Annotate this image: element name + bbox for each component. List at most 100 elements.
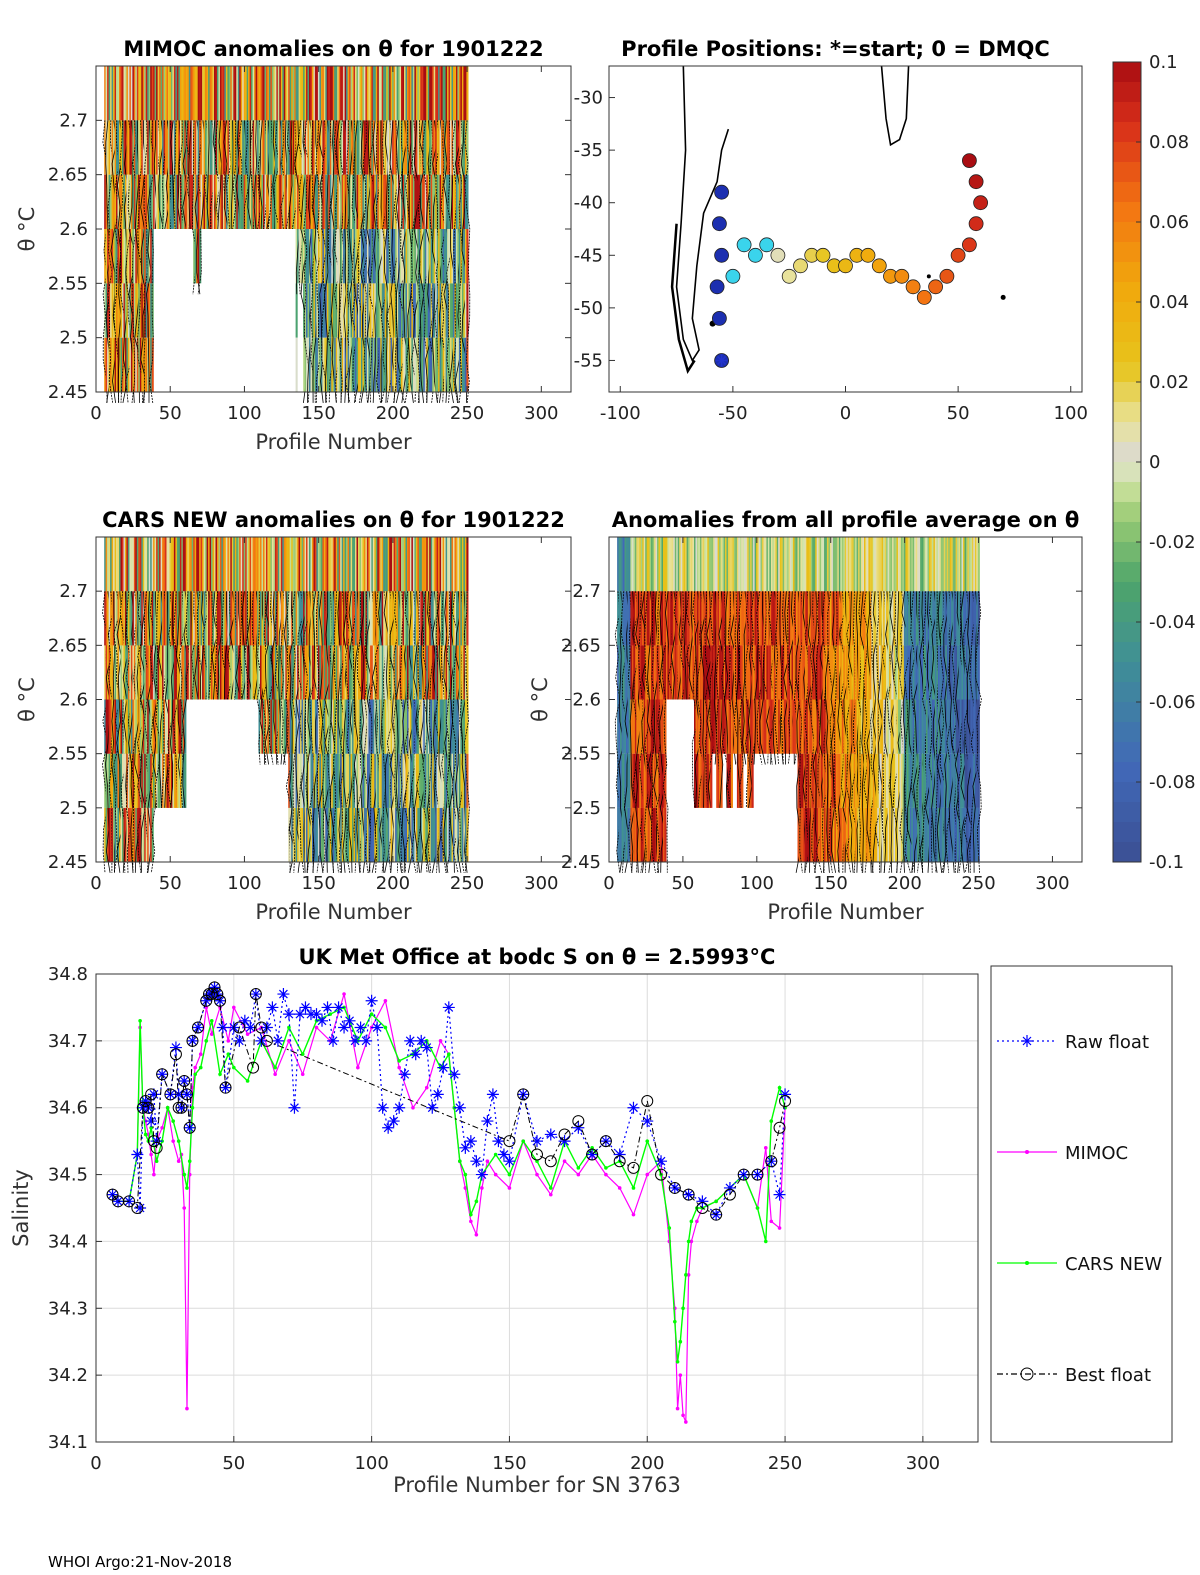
heatmap-cell [270, 66, 273, 121]
x-tick-label: 300 [524, 873, 558, 894]
heatmap-cell [864, 753, 867, 808]
heatmap-cell [297, 66, 300, 121]
heatmap-cell [129, 229, 132, 284]
heatmap-cell [973, 591, 976, 646]
heatmap-cell [230, 66, 233, 121]
heatmap-cell [827, 645, 830, 700]
heatmap-cell [456, 229, 459, 284]
x-tick-label: 0 [90, 403, 101, 424]
contour-line [262, 591, 269, 765]
heatmap-cell [261, 174, 264, 229]
heatmap-cell [417, 699, 420, 754]
x-tick-label: 150 [301, 873, 335, 894]
data-point [393, 1101, 406, 1114]
heatmap-cell [332, 753, 335, 808]
heatmap-cell [289, 537, 292, 592]
heatmap-cell [733, 537, 736, 592]
heatmap-cell [887, 645, 890, 700]
heatmap-cell [778, 537, 781, 592]
heatmap-cell [741, 537, 744, 592]
contour-line [330, 120, 337, 403]
heatmap-cell [716, 699, 719, 754]
heatmap-cell [187, 66, 190, 121]
heatmap-cell [435, 229, 438, 284]
coastline-south-america [675, 65, 730, 363]
heatmap-cell [320, 807, 323, 862]
heatmap-cell [395, 537, 398, 592]
heatmap-cell [251, 645, 254, 700]
heatmap-cell [124, 699, 127, 754]
heatmap-cell [967, 645, 970, 700]
heatmap-cell [800, 537, 803, 592]
heatmap-cell [937, 645, 940, 700]
heatmap-cell [291, 753, 294, 808]
heatmap-cell [432, 645, 435, 700]
heatmap-cell [377, 645, 380, 700]
heatmap-cell [157, 645, 160, 700]
heatmap-cell [970, 537, 973, 592]
heatmap-cell [457, 753, 460, 808]
heatmap-cell [371, 120, 374, 175]
heatmap-cell [456, 699, 459, 754]
heatmap-cell [258, 537, 261, 592]
heatmap-cell [855, 645, 858, 700]
heatmap-cell [176, 120, 179, 175]
heatmap-cell [646, 753, 649, 808]
colorbar-segment [1113, 362, 1141, 383]
heatmap-cell [294, 645, 297, 700]
track-point [712, 310, 727, 326]
heatmap-cell [151, 283, 154, 338]
heatmap-cell [754, 591, 757, 646]
heatmap-cell [260, 537, 263, 592]
colorbar-segment [1113, 682, 1141, 703]
heatmap-cell [251, 120, 254, 175]
heatmap-cell [655, 537, 658, 592]
heatmap-cell [329, 807, 332, 862]
heatmap-cell [369, 537, 372, 592]
heatmap-cell [363, 174, 366, 229]
heatmap-cell [825, 699, 828, 754]
heatmap-cell [117, 645, 120, 700]
heatmap-cell [111, 229, 114, 284]
heatmap-cell [435, 807, 438, 862]
heatmap-cell [369, 283, 372, 338]
heatmap-cell [211, 537, 214, 592]
heatmap-cell [877, 537, 880, 592]
heatmap-cell [346, 120, 349, 175]
heatmap-cell [335, 337, 338, 392]
heatmap-cell [233, 120, 236, 175]
heatmap-cell [225, 66, 228, 121]
contour-line [798, 591, 804, 873]
heatmap-cell [405, 337, 408, 392]
contour-line [214, 120, 220, 230]
heatmap-cell [865, 753, 868, 808]
heatmap-cell [914, 699, 917, 754]
heatmap-cell [699, 537, 702, 592]
heatmap-cell [332, 120, 335, 175]
heatmap-cell [159, 591, 162, 646]
heatmap-cell [445, 591, 448, 646]
heatmap-cell [175, 120, 178, 175]
heatmap-cell [258, 174, 261, 229]
contour-line [783, 591, 790, 765]
heatmap-cell [136, 807, 139, 862]
heatmap-cell [242, 174, 245, 229]
heatmap-cell [900, 591, 903, 646]
heatmap-cell [834, 807, 837, 862]
heatmap-cell [169, 120, 172, 175]
data-point [655, 1155, 668, 1168]
heatmap-cell [196, 174, 199, 229]
data-point [576, 1172, 581, 1177]
heatmap-cell [362, 537, 365, 592]
heatmap-cell [934, 645, 937, 700]
heatmap-cell [451, 283, 454, 338]
heatmap-cell [323, 229, 326, 284]
heatmap-cell [466, 120, 469, 175]
x-tick-label: 150 [814, 873, 848, 894]
heatmap-cell [618, 645, 621, 700]
heatmap-cell [105, 229, 108, 284]
contour-line [149, 120, 156, 403]
heatmap-cell [359, 283, 362, 338]
heatmap-cell [631, 537, 634, 592]
heatmap-cell [810, 753, 813, 808]
